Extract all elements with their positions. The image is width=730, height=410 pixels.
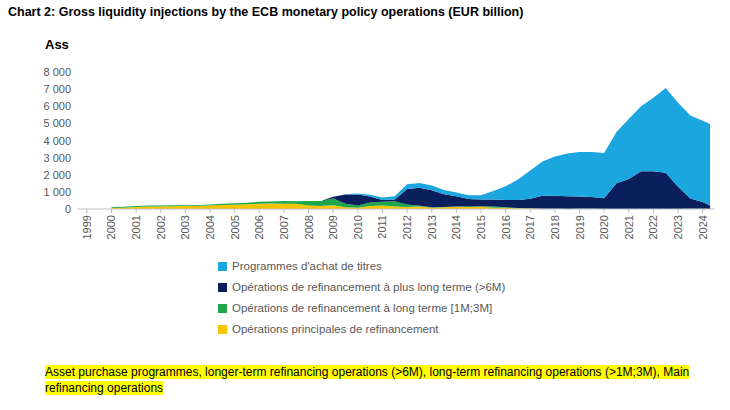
x-tick xyxy=(333,209,334,213)
y-tick-label: 8 000 xyxy=(43,66,71,78)
annotation: Asset purchase programmes, longer-term r… xyxy=(45,365,689,395)
y-tick-label: 6 000 xyxy=(43,100,71,112)
x-tick xyxy=(283,209,284,213)
legend-swatch xyxy=(218,283,227,292)
x-tick-label: 2016 xyxy=(500,215,512,239)
x-tick-label: 2008 xyxy=(303,215,315,239)
x-tick xyxy=(628,209,629,213)
y-tick-label: 2 000 xyxy=(43,169,71,181)
legend: Programmes d'achat de titres Opérations d… xyxy=(218,260,505,335)
legend-label: Opérations principales de refinancement xyxy=(232,323,439,335)
x-tick xyxy=(86,209,87,213)
x-tick-label: 2011 xyxy=(376,215,388,239)
x-tick-label: 2015 xyxy=(475,215,487,239)
x-tick xyxy=(702,209,703,213)
x-tick xyxy=(530,209,531,213)
x-tick-label: 2021 xyxy=(623,215,635,239)
x-tick xyxy=(185,209,186,213)
x-tick-label: 2005 xyxy=(229,215,241,239)
x-tick xyxy=(357,209,358,213)
area xyxy=(111,88,710,207)
x-tick-label: 2003 xyxy=(179,215,191,239)
x-tick-label: 2017 xyxy=(524,215,536,239)
y-tick-label: 3 000 xyxy=(43,152,71,164)
x-tick-label: 2000 xyxy=(105,215,117,239)
chart: Chart 2: Gross liquidity injections by t… xyxy=(0,0,730,410)
x-tick-label: 2019 xyxy=(574,215,586,239)
y-tick-label: 4 000 xyxy=(43,135,71,147)
legend-label: Opérations de refinancement à long terme… xyxy=(232,302,492,314)
x-tick xyxy=(136,209,137,213)
x-tick-label: 2004 xyxy=(204,215,216,239)
legend-label: Programmes d'achat de titres xyxy=(232,260,382,272)
x-tick-label: 2024 xyxy=(697,215,709,239)
x-tick xyxy=(480,209,481,213)
x-tick-label: 2007 xyxy=(278,215,290,239)
x-tick-label: 2002 xyxy=(155,215,167,239)
x-tick-label: 2013 xyxy=(426,215,438,239)
x-tick xyxy=(308,209,309,213)
x-tick-label: 2010 xyxy=(352,215,364,239)
legend-swatch xyxy=(218,325,227,334)
x-tick-label: 2012 xyxy=(401,215,413,239)
x-tick-label: 2014 xyxy=(450,215,462,239)
footnote: Asset purchase programmes, longer-term r… xyxy=(45,364,705,396)
y-tick-label: 0 xyxy=(65,203,71,215)
y-tick-label: 5 000 xyxy=(43,117,71,129)
x-tick-label: 2022 xyxy=(647,215,659,239)
x-tick-label: 2018 xyxy=(549,215,561,239)
x-tick-label: 2023 xyxy=(672,215,684,239)
x-tick xyxy=(653,209,654,213)
x-tick-label: 2009 xyxy=(327,215,339,239)
x-tick-label: 2006 xyxy=(253,215,265,239)
x-tick xyxy=(111,209,112,213)
subtitle: Ass xyxy=(45,37,69,52)
x-tick xyxy=(579,209,580,213)
x-tick xyxy=(505,209,506,213)
plot-area xyxy=(111,88,710,209)
x-tick xyxy=(234,209,235,213)
x-tick xyxy=(259,209,260,213)
x-tick-label: 2020 xyxy=(598,215,610,239)
x-axis xyxy=(77,209,715,210)
x-tick xyxy=(456,209,457,213)
x-tick xyxy=(210,209,211,213)
x-tick xyxy=(678,209,679,213)
y-tick-label: 1 000 xyxy=(43,186,71,198)
x-tick-label: 2001 xyxy=(130,215,142,239)
legend-swatch xyxy=(218,262,227,271)
x-tick xyxy=(431,209,432,213)
legend-label: Opérations de refinancement à plus long … xyxy=(232,281,505,293)
title: Chart 2: Gross liquidity injections by t… xyxy=(8,5,523,19)
x-tick xyxy=(554,209,555,213)
x-tick xyxy=(407,209,408,213)
x-tick xyxy=(604,209,605,213)
y-tick-label: 7 000 xyxy=(43,83,71,95)
x-tick xyxy=(382,209,383,213)
legend-swatch xyxy=(218,304,227,313)
x-tick xyxy=(160,209,161,213)
x-tick-label: 1999 xyxy=(81,215,93,239)
